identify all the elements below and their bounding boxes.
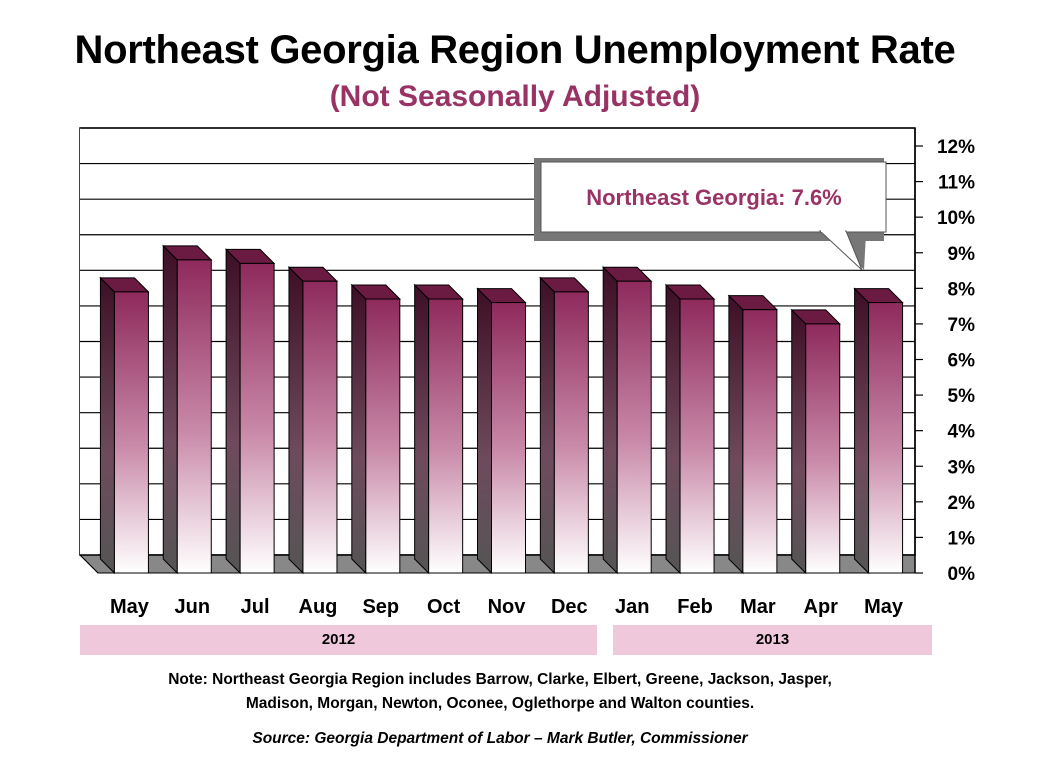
x-category-label: Oct <box>427 596 461 618</box>
y-tick-label: 8% <box>948 279 976 300</box>
callout-label: Northeast Georgia: 7.6% <box>586 185 842 210</box>
y-tick-label: 3% <box>948 457 976 478</box>
x-category-label: Aug <box>299 596 338 618</box>
x-category-label: May <box>110 596 150 618</box>
bar <box>853 287 904 575</box>
bar <box>539 276 590 575</box>
x-category-label: Apr <box>804 596 839 618</box>
source-text: Source: Georgia Department of Labor – Ma… <box>252 730 748 747</box>
y-tick-label: 12% <box>937 137 975 158</box>
y-tick-label: 11% <box>938 173 975 194</box>
y-tick-label: 7% <box>948 315 976 336</box>
y-tick-label: 0% <box>948 564 976 585</box>
note-line-1: Note: Northeast Georgia Region includes … <box>168 671 832 688</box>
bar <box>727 294 779 575</box>
bar <box>476 287 527 575</box>
y-tick-label: 1% <box>948 528 976 549</box>
bar <box>224 248 276 575</box>
bars <box>99 244 904 575</box>
bar <box>790 308 841 575</box>
x-category-label: Mar <box>740 596 776 618</box>
note-text: Note: Northeast Georgia Region includes … <box>60 668 940 716</box>
bar <box>162 244 213 575</box>
unemployment-bar-chart: 0% 1% 2% 3% 4% 5% 6% 7% 8% 9% 10% 11% 12% May Jun Jul A… <box>78 127 975 618</box>
note-line-2: Madison, Morgan, Newton, Oconee, Ogletho… <box>245 695 755 712</box>
chart-subtitle: (Not Seasonally Adjusted) <box>329 80 701 113</box>
y-tick-label: 4% <box>948 422 976 443</box>
x-axis-labels: May Jun Jul Aug Sep Oct Nov Dec Jan Feb Mar Apr May <box>110 596 904 618</box>
year-band-2012: 2012 <box>80 625 597 655</box>
bar <box>99 276 150 575</box>
bar <box>601 266 653 575</box>
callout: Northeast Georgia: 7.6% <box>534 158 887 271</box>
y-tick-label: 6% <box>948 351 976 372</box>
x-category-label: Sep <box>362 596 399 618</box>
year-band-2013: 2013 <box>613 625 932 655</box>
chart-title: Northeast Georgia Region Unemployment Ra… <box>74 28 956 72</box>
bar <box>664 283 716 575</box>
y-tick-label: 9% <box>948 244 976 265</box>
x-category-label: Jan <box>615 596 649 618</box>
x-category-label: Feb <box>677 596 713 618</box>
bar <box>287 266 339 575</box>
x-category-label: Jun <box>174 596 210 618</box>
bar <box>413 283 464 575</box>
y-tick-label: 5% <box>948 386 976 407</box>
x-category-label: Jul <box>241 596 270 618</box>
x-category-label: Nov <box>488 596 527 618</box>
bar <box>350 283 402 575</box>
y-axis-ticks: 0% 1% 2% 3% 4% 5% 6% 7% 8% 9% 10% 11% 12% <box>915 137 975 585</box>
y-tick-label: 10% <box>937 208 975 229</box>
y-tick-label: 2% <box>948 493 976 514</box>
x-category-label: May <box>864 596 904 618</box>
x-category-label: Dec <box>551 596 588 618</box>
